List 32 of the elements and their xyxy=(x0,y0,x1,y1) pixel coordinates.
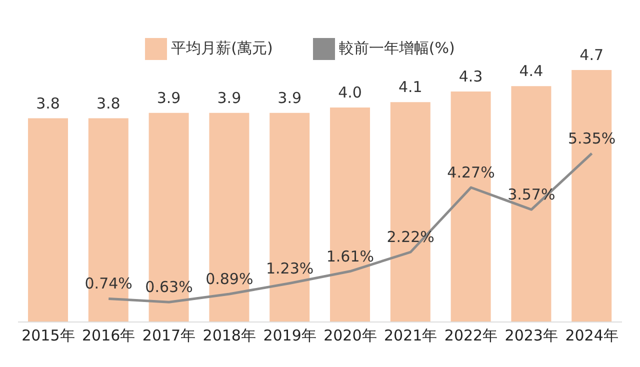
x-tick-label: 2017年 xyxy=(142,326,196,345)
data-label: 4.27% xyxy=(447,163,495,182)
x-tick-label: 2022年 xyxy=(444,326,498,345)
x-tick-label: 2021年 xyxy=(384,326,438,345)
data-label: 1.23% xyxy=(266,259,314,278)
data-label: 4.0 xyxy=(338,84,362,102)
data-label: 5.35% xyxy=(568,129,616,148)
data-label: 3.8 xyxy=(96,94,120,112)
data-label: 3.57% xyxy=(508,186,556,204)
x-tick-label: 2024年 xyxy=(565,326,618,345)
legend-label: 較前一年增幅(%) xyxy=(338,39,455,58)
bar xyxy=(28,118,68,322)
data-label: 3.9 xyxy=(217,88,242,107)
legend-label: 平均月薪(萬元) xyxy=(171,39,273,58)
data-label: 4.1 xyxy=(398,78,422,96)
data-label: 4.4 xyxy=(519,62,544,80)
data-label: 3.9 xyxy=(278,88,302,107)
data-label: 2.22% xyxy=(386,228,434,246)
data-label: 1.61% xyxy=(326,247,374,266)
data-label: 3.8 xyxy=(36,94,60,112)
data-label: 0.63% xyxy=(145,278,193,296)
data-label: 3.9 xyxy=(156,88,181,107)
data-label: 4.3 xyxy=(458,67,483,86)
x-tick-label: 2018年 xyxy=(202,326,256,345)
data-label: 0.89% xyxy=(206,270,254,288)
x-tick-label: 2016年 xyxy=(82,326,136,345)
x-tick-label: 2019年 xyxy=(263,326,316,345)
data-label: 0.74% xyxy=(84,274,132,293)
x-tick-label: 2023年 xyxy=(504,326,558,345)
x-tick-label: 2020年 xyxy=(324,326,377,345)
data-label: 4.7 xyxy=(580,46,604,64)
x-tick-label: 2015年 xyxy=(22,326,75,345)
